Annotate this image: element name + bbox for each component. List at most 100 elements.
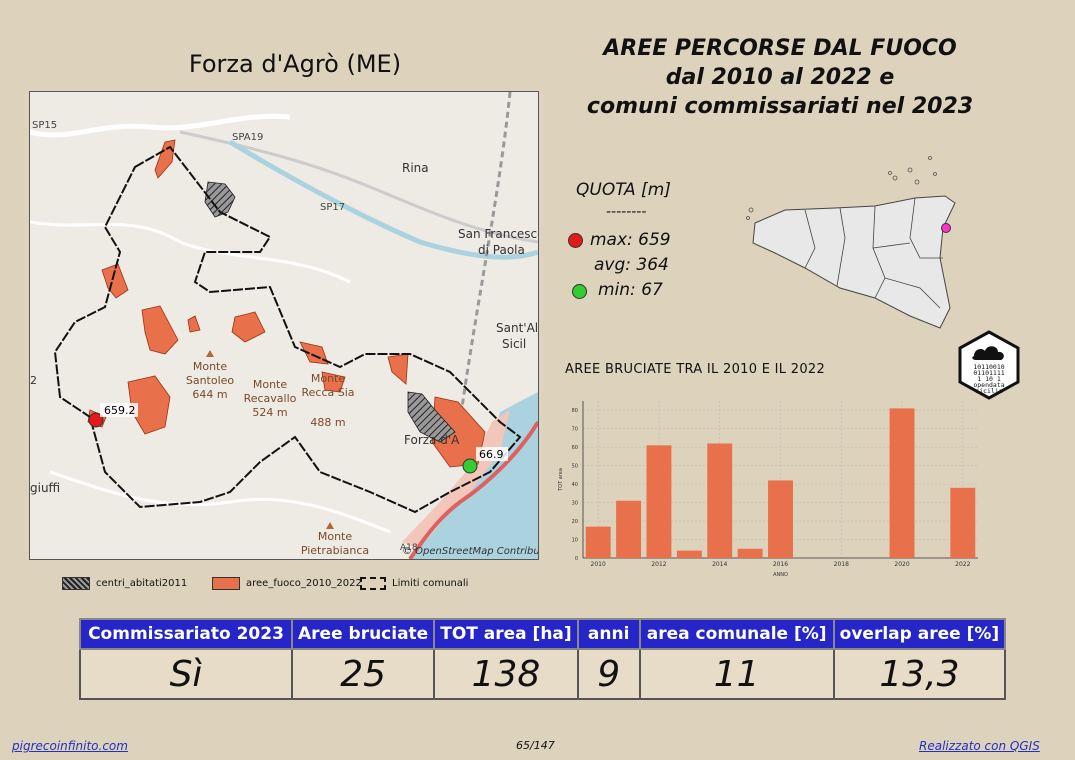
y-tick-label: 70	[572, 427, 578, 433]
bar-2015	[737, 548, 763, 558]
logo-line-1: 10110010	[973, 363, 1004, 371]
footer-site-link[interactable]: pigrecoinfinito.com	[12, 739, 128, 753]
x-tick-label: 2016	[773, 561, 788, 568]
main-title-line-3: comuni commissariati nel 2023	[586, 94, 974, 119]
bar-2013	[676, 550, 702, 558]
place-forza: Forza d'A	[404, 433, 460, 447]
road-sp15	[30, 113, 291, 138]
stats-value-row: Sì 25 138 9 11 13,3	[79, 648, 1007, 700]
quota-separator: --------	[606, 204, 647, 220]
main-title: AREE PERCORSE DAL FUOCO dal 2010 al 2022…	[565, 34, 995, 121]
min-elevation-marker	[462, 458, 478, 474]
centro-abitato-1	[204, 181, 236, 218]
comune-title: Forza d'Agrò (ME)	[188, 50, 402, 78]
map-legend: centri_abitati2011 aree_fuoco_2010_2022 …	[62, 577, 522, 597]
bar-2011	[616, 500, 642, 558]
value-aree-bruciate: 25	[290, 648, 436, 700]
map-attribution: © OpenStreetMap Contributor	[402, 546, 538, 557]
legend-item-centri-abitati: centri_abitati2011	[62, 577, 187, 590]
value-anni: 9	[576, 648, 641, 700]
header-overlap: overlap aree [%]	[832, 618, 1007, 650]
x-axis-label: ANNO	[773, 572, 788, 578]
road-label-sp15: SP15	[32, 120, 57, 131]
peak-1-elev: 644 m	[192, 388, 227, 401]
peak-2-elev: 524 m	[252, 406, 287, 419]
bar-2010	[585, 526, 611, 558]
value-overlap: 13,3	[832, 648, 1007, 700]
footer-qgis-link[interactable]: Realizzato con QGIS	[919, 739, 1040, 753]
legend-swatch-boundary	[360, 577, 386, 590]
x-tick-label: 2010	[591, 561, 606, 568]
legend-label-limiti: Limiti comunali	[392, 578, 469, 589]
road-label-spa19: SPA19	[232, 132, 263, 143]
footer-page-number: 65/147	[516, 739, 555, 752]
y-tick-label: 30	[572, 501, 578, 507]
peak-2-sub: Recavallo	[244, 392, 297, 405]
sea-area	[410, 392, 538, 559]
quota-min-dot	[572, 284, 587, 299]
bar-2022	[950, 487, 976, 558]
place-san-francesco: San Francesco	[458, 227, 538, 241]
legend-swatch-fire	[212, 577, 240, 590]
peak-4-sub: Pietrabianca	[301, 544, 369, 557]
value-tot-area: 138	[433, 648, 579, 700]
comune-location-dot	[941, 223, 951, 233]
bar-2014	[707, 443, 733, 558]
coast-strip	[402, 410, 510, 547]
quota-avg: avg: 364	[594, 255, 669, 275]
main-title-line-1: AREE PERCORSE DAL FUOCO	[603, 36, 957, 61]
header-tot-area: TOT area [ha]	[433, 618, 579, 650]
place-di-paola: di Paola	[478, 243, 525, 257]
map-edge-label: 2	[30, 374, 37, 387]
peak-1-name: Monte	[193, 360, 228, 373]
legend-item-aree-fuoco: aree_fuoco_2010_2022	[212, 577, 362, 590]
y-tick-label: 10	[572, 538, 578, 544]
place-sicil: Sicil	[502, 337, 526, 351]
legend-item-limiti: Limiti comunali	[360, 577, 468, 590]
x-tick-label: 2020	[894, 561, 909, 568]
y-tick-label: 40	[572, 482, 578, 488]
value-commissariato: Sì	[79, 648, 293, 700]
legend-swatch-hatch	[62, 577, 90, 590]
header-area-comunale: area comunale [%]	[638, 618, 835, 650]
road-local-1	[30, 220, 351, 284]
centro-abitato-2	[407, 391, 456, 443]
municipality-map: SP15 SPA19 SP17 A18 Rina San Francesco d…	[29, 91, 539, 560]
peak-4-name: Monte	[318, 530, 353, 543]
road-local-2	[49, 470, 391, 534]
road-label-sp17: SP17	[320, 202, 345, 213]
chart-title: AREE BRUCIATE TRA IL 2010 E IL 2022	[565, 362, 826, 377]
quota-min: min: 67	[598, 280, 663, 300]
legend-label-centri-abitati: centri_abitati2011	[96, 578, 188, 589]
x-tick-label: 2012	[651, 561, 666, 568]
main-title-line-2: dal 2010 al 2022 e	[665, 65, 895, 90]
burned-area-bar-chart: 0 10 20 30 40 50 60 70 80 2010 2012 2014 2016 2018 202…	[556, 393, 981, 583]
header-commissariato: Commissariato 2023	[79, 618, 293, 650]
quota-title: QUOTA [m]	[576, 180, 671, 200]
y-tick-label: 20	[572, 519, 578, 525]
quota-max: max: 659	[590, 230, 671, 250]
header-aree-bruciate: Aree bruciate	[290, 618, 436, 650]
place-giuffi: giuffi	[30, 481, 60, 495]
min-elevation-label: 66.9	[479, 448, 504, 461]
place-sant-al: Sant'Al	[496, 321, 538, 335]
bar-2016	[768, 480, 793, 558]
logo-name-1: opendata	[973, 381, 1004, 389]
x-tick-label: 2022	[955, 561, 970, 568]
road-a18	[408, 420, 538, 559]
logo-line-2: 01101111	[973, 369, 1004, 377]
y-tick-label: 50	[572, 464, 578, 470]
municipal-boundary	[53, 145, 522, 514]
y-tick-label: 0	[575, 556, 578, 562]
max-elevation-marker	[88, 412, 104, 428]
peak-1-sub: Santoleo	[186, 374, 235, 387]
bar-2020	[889, 408, 915, 558]
railway	[458, 92, 512, 423]
sicily-locator-map	[745, 148, 975, 348]
peak-3-elev: 488 m	[310, 416, 345, 429]
logo-name-2: sicilia	[975, 387, 1002, 395]
place-rina: Rina	[402, 161, 429, 175]
y-tick-label: 60	[572, 445, 578, 451]
value-area-comunale: 11	[638, 648, 835, 700]
y-tick-label: 80	[572, 408, 578, 414]
